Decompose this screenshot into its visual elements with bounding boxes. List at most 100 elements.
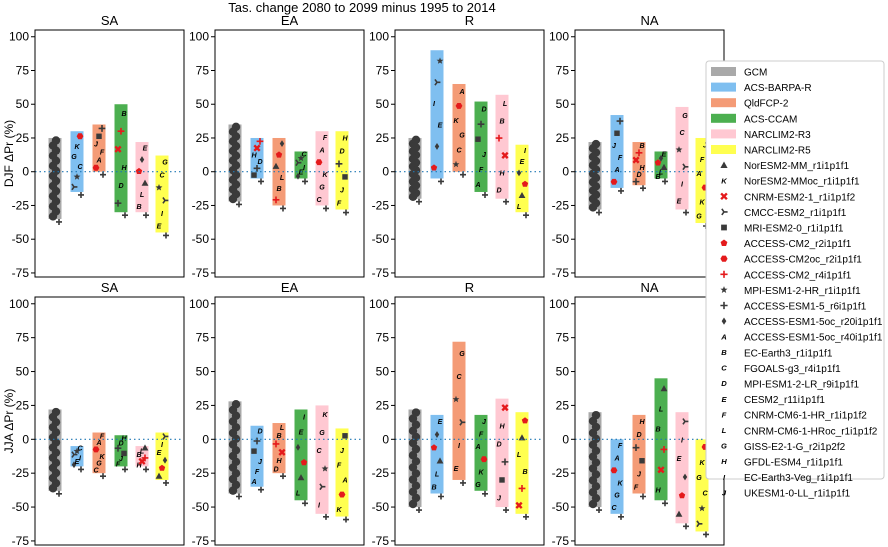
range-min-marker [302,500,308,507]
member-marker [610,178,618,185]
gcm-member-marker [231,400,241,409]
legend-label: MPI-ESM1-2-LR_r9i1p1f1 [744,380,859,391]
range-min-marker [523,513,529,520]
y-tick-label: -75 [552,534,570,547]
member-marker [614,130,620,136]
member-marker [660,446,668,453]
bar-qldfcp-2 [92,432,106,474]
member-marker: I [524,147,527,155]
y-tick-label: 0 [562,165,569,179]
legend-marker: E [721,395,727,404]
member-marker [253,437,261,445]
member-marker: H [655,487,661,495]
member-marker [117,127,125,135]
member-marker: J [482,418,487,426]
legend-label: ACCESS-CM2_r2i1p1f1 [744,239,852,250]
legend-label: ACS-CCAM [744,114,797,125]
member-marker: I [681,180,684,188]
range-min-marker [523,212,529,219]
y-tick-label: -50 [192,232,210,246]
y-tick-label: -50 [552,500,570,514]
y-tick-label: -25 [552,466,570,480]
member-marker: H [342,134,348,142]
member-marker [158,464,166,471]
member-marker: K [99,453,105,461]
member-marker [501,458,509,466]
member-marker [632,156,640,164]
member-marker: K [617,479,623,487]
y-tick-label: -25 [12,466,30,480]
member-marker: L [659,405,663,413]
member-marker: B [522,468,527,476]
member-marker: B [499,117,504,125]
panel-title: SA [101,280,119,295]
member-marker: G [96,460,102,468]
member-marker: L [517,203,521,211]
member-marker [342,174,348,180]
member-marker [658,154,664,162]
member-marker [251,172,257,178]
member-marker: K [322,411,328,419]
member-marker: E [677,198,682,206]
legend-marker [720,161,728,168]
bar-qldfcp-2 [632,414,646,494]
legend-marker: A [720,332,726,341]
member-marker [71,451,78,458]
legend-marker [721,224,727,231]
range-min-marker [662,178,668,185]
figure-title: Tas. change 2080 to 2099 minus 1995 to 2… [228,0,495,15]
bar-qldfcp-2 [452,83,466,172]
member-marker [135,167,143,174]
bar-acs-barpa-r [430,50,444,179]
member-marker [275,151,283,158]
member-marker: G [459,350,465,358]
range-min-marker [56,218,62,225]
legend-marker: L [722,426,727,435]
member-marker [114,444,122,452]
member-marker: A [341,476,347,484]
range-min-marker [258,486,264,493]
legend-label: MRI-ESM2-0_r1i1p1f1 [744,224,844,235]
range-min-marker [482,490,488,497]
member-marker: D [273,466,278,474]
member-marker [295,443,301,451]
legend-swatch [711,98,736,108]
range-min-marker [100,473,106,480]
member-marker [616,117,624,125]
y-tick-label: 50 [16,365,30,379]
y-tick-label: -25 [372,466,390,480]
legend-label: MPI-ESM1-2-HR_r1i1p1f1 [744,286,861,297]
member-marker: E [75,458,80,466]
gcm-member-marker [51,407,61,417]
y-tick-label: 25 [556,398,570,412]
member-marker [698,504,706,512]
member-marker [300,459,308,466]
range-min-marker [78,191,84,198]
member-marker: F [337,200,342,208]
panel-title: NA [640,13,658,28]
member-marker: J [637,470,642,478]
bar-acs-ccam [654,151,668,179]
member-marker: K [699,198,705,206]
member-marker [71,183,78,191]
member-marker: H [639,164,645,172]
member-marker [682,473,688,481]
member-marker: G [475,481,481,489]
member-marker [521,180,529,187]
panel-title: NA [640,280,658,295]
member-marker [521,417,529,424]
member-marker: J [482,151,487,159]
bar-acs-ccam [294,409,308,501]
range-min-marker [163,479,169,486]
member-marker: I [458,442,461,450]
y-tick-label: 50 [196,365,210,379]
y-tick-label: 0 [562,432,569,446]
member-marker: C [77,444,83,452]
member-marker [434,431,440,438]
member-marker: D [496,440,501,448]
legend-marker [721,208,728,216]
member-marker: B [136,203,141,211]
y-tick-label: 0 [22,432,29,446]
member-marker: J [258,458,263,466]
